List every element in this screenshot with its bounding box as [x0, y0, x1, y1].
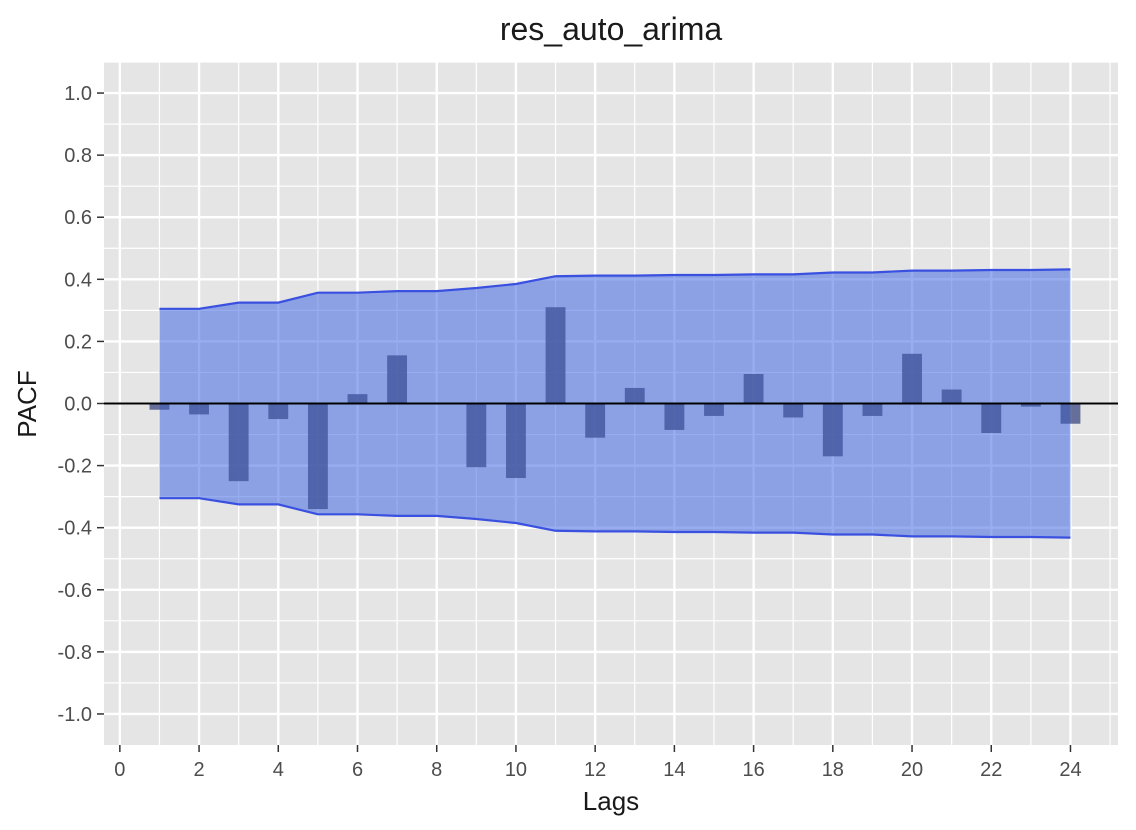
x-tick-label: 10 — [505, 759, 527, 781]
y-tick-label: -0.2 — [58, 456, 92, 478]
confidence-lower-line — [159, 497, 1071, 539]
pacf-bar-overlay — [704, 403, 724, 416]
pacf-bar-overlay — [189, 403, 209, 415]
pacf-bars-inside — [149, 307, 1081, 510]
x-tick-label: 8 — [431, 759, 442, 781]
pacf-bar-overlay — [149, 403, 170, 410]
pacf-bar-overlay — [268, 403, 289, 420]
confidence-upper-line — [159, 268, 1071, 310]
y-tick-label: 0.0 — [64, 394, 92, 416]
pacf-bar-overlay — [347, 394, 368, 404]
pacf-bar-overlay — [902, 353, 922, 404]
pacf-bar-overlay — [387, 355, 408, 404]
x-tick-label: 14 — [663, 759, 685, 781]
pacf-bar-overlay — [228, 403, 249, 482]
pacf-bar-overlay — [862, 403, 883, 416]
pacf-bar-overlay — [506, 403, 526, 479]
pacf-bar-overlay — [783, 403, 804, 418]
pacf-bar-overlay — [624, 387, 645, 404]
x-tick-label: 16 — [742, 759, 764, 781]
pacf-bar-overlay — [981, 403, 1002, 433]
x-tick-label: 0 — [114, 759, 125, 781]
x-tick-label: 6 — [352, 759, 363, 781]
x-tick-label: 20 — [901, 759, 923, 781]
y-tick-label: 0.8 — [64, 145, 92, 167]
x-tick-label: 12 — [584, 759, 606, 781]
pacf-bar-overlay — [822, 403, 843, 457]
y-tick-label: 0.4 — [64, 269, 92, 291]
y-tick-label: -0.6 — [58, 580, 92, 602]
y-axis-ticks: 1.0 0.8 0.6 0.4 0.2 0.0 -0.2 -0.4 -0.6 -0.8 -1.0 — [58, 83, 104, 726]
x-tick-label: 18 — [822, 759, 844, 781]
y-tick-label: -0.4 — [58, 518, 92, 540]
pacf-bar-overlay — [1060, 403, 1081, 424]
x-axis-ticks: 0 2 4 6 8 10 12 14 16 18 20 22 24 — [114, 745, 1082, 781]
x-axis-label: Lags — [583, 786, 639, 816]
y-axis-label: PACF — [12, 370, 42, 437]
pacf-bar-overlay — [307, 403, 328, 510]
y-tick-label: 0.6 — [64, 207, 92, 229]
pacf-bar-overlay — [1020, 403, 1041, 407]
x-tick-label: 2 — [194, 759, 205, 781]
y-tick-label: -0.8 — [58, 642, 92, 664]
x-tick-label: 24 — [1059, 759, 1081, 781]
chart-title: res_auto_arima — [500, 11, 723, 47]
pacf-bar-overlay — [743, 374, 764, 404]
pacf-bar-overlay — [545, 307, 566, 404]
y-tick-label: 0.2 — [64, 331, 92, 353]
pacf-bar-overlay — [941, 389, 962, 404]
pacf-bar-overlay — [664, 403, 685, 430]
x-tick-label: 22 — [980, 759, 1002, 781]
x-tick-label: 4 — [273, 759, 284, 781]
pacf-bar-overlay — [466, 403, 487, 468]
y-tick-label: -1.0 — [58, 704, 92, 726]
y-tick-label: 1.0 — [64, 83, 92, 105]
pacf-bar-overlay — [585, 403, 606, 438]
